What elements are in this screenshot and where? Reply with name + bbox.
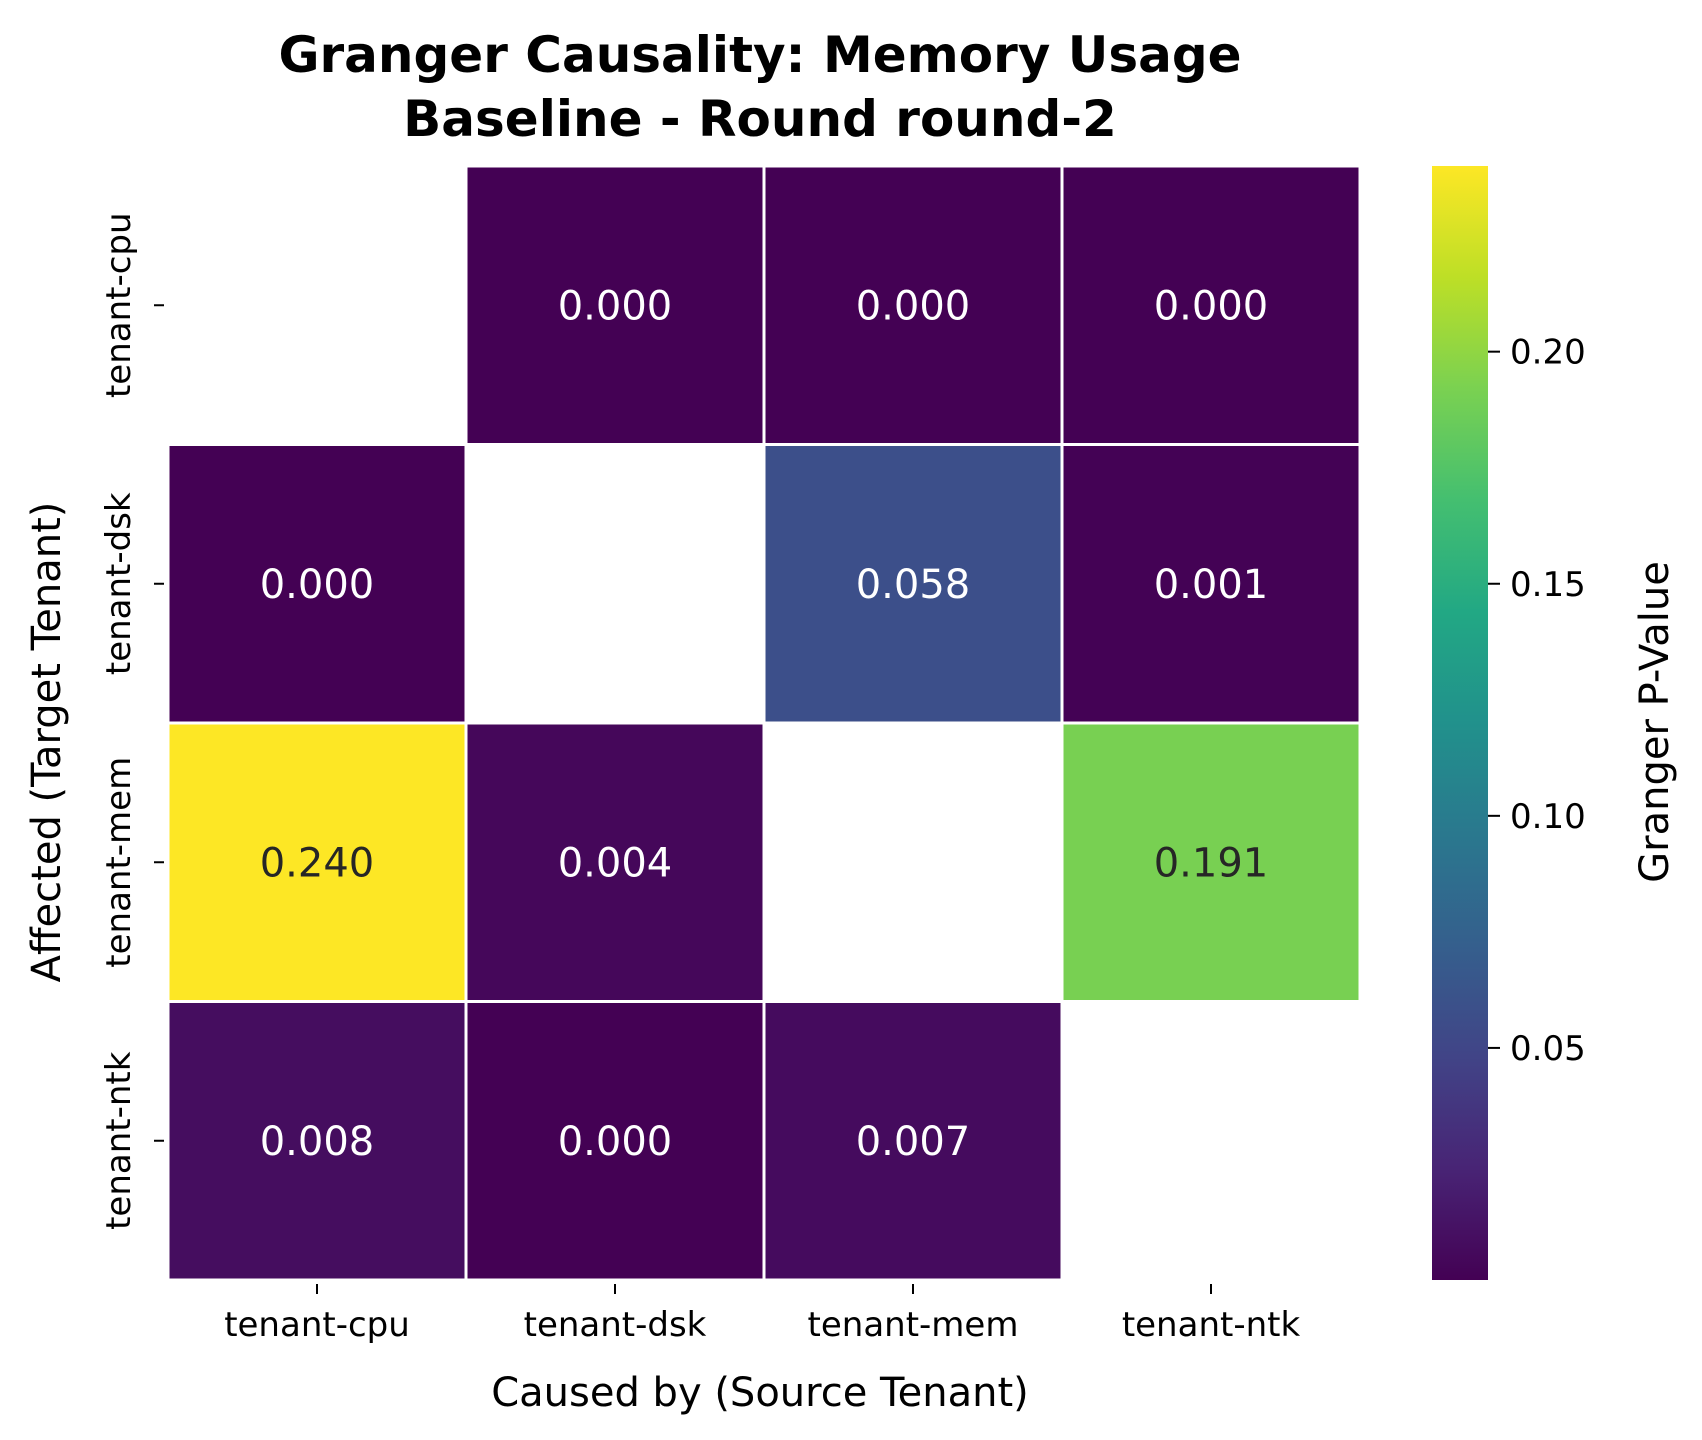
heatmap-cell	[166, 1000, 468, 1282]
heatmap-cell	[1060, 443, 1362, 725]
colorbar-tick-label: 0.05	[1510, 1029, 1586, 1069]
heatmap-cell	[1060, 164, 1362, 446]
colorbar-tick-label: 0.15	[1510, 565, 1586, 605]
heatmap-cell	[464, 721, 766, 1003]
heatmap-cell	[166, 443, 468, 725]
y-tick-label: tenant-ntk	[99, 1051, 139, 1230]
cell-value-label: 0.058	[856, 562, 971, 608]
cell-value-label: 0.191	[1154, 840, 1269, 886]
colorbar-gradient	[1432, 166, 1488, 1280]
cell-value-label: 0.000	[260, 562, 375, 608]
heatmap-cell	[762, 164, 1064, 446]
cell-value-label: 0.000	[558, 283, 673, 329]
heatmap-cell	[1060, 721, 1362, 1003]
cell-value-label: 0.000	[558, 1119, 673, 1165]
x-tick-label: tenant-dsk	[524, 1305, 707, 1345]
y-tick-label: tenant-mem	[99, 757, 139, 968]
colorbar-tick-label: 0.10	[1510, 797, 1586, 837]
cell-value-label: 0.000	[1154, 283, 1269, 329]
colorbar: 0.05 0.10 0.15 0.20	[1432, 166, 1586, 1280]
x-axis-label: Caused by (Source Tenant)	[491, 1370, 1029, 1416]
heatmap-cells: 0.000 0.000 0.000 0.000 0.058 0.001 0.240 0.004…	[166, 164, 1362, 1282]
heatmap-cell	[762, 443, 1064, 725]
colorbar-label: Granger P-Value	[1632, 561, 1678, 883]
cell-value-label: 0.001	[1154, 562, 1269, 608]
cell-value-label: 0.240	[260, 840, 375, 886]
y-tick-label: tenant-dsk	[99, 492, 139, 675]
cell-value-label: 0.004	[558, 840, 673, 886]
colorbar-tick-label: 0.20	[1510, 333, 1586, 373]
cell-value-label: 0.000	[856, 283, 971, 329]
cell-value-label: 0.008	[260, 1119, 375, 1165]
chart-title-line-2: Baseline - Round round-2	[403, 90, 1117, 148]
heatmap-cell	[464, 164, 766, 446]
y-axis-label: Affected (Target Tenant)	[24, 502, 70, 983]
x-tick-label: tenant-ntk	[1122, 1305, 1301, 1345]
x-tick-label: tenant-cpu	[224, 1305, 410, 1345]
x-axis: tenant-cpu tenant-dsk tenant-mem tenant-ntk	[224, 1284, 1300, 1345]
chart-title-line-1: Granger Causality: Memory Usage	[278, 26, 1241, 84]
heatmap-cell	[762, 1000, 1064, 1282]
x-tick-label: tenant-mem	[808, 1305, 1019, 1345]
y-tick-label: tenant-cpu	[99, 212, 139, 398]
cell-value-label: 0.007	[856, 1119, 971, 1165]
y-axis: tenant-cpu tenant-dsk tenant-mem tenant-ntk	[99, 212, 164, 1230]
